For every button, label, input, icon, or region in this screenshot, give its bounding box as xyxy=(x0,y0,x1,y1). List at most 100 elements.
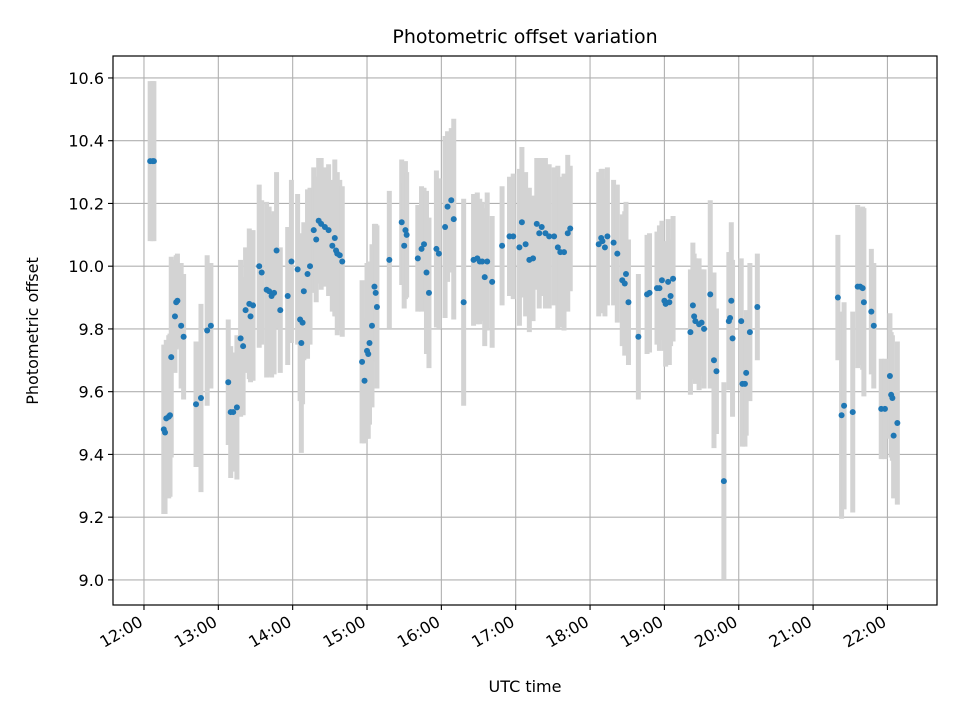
data-point xyxy=(720,478,727,485)
data-point xyxy=(204,327,211,334)
data-point xyxy=(310,227,317,234)
data-point xyxy=(859,285,866,292)
data-point xyxy=(150,158,157,165)
data-point xyxy=(365,351,372,358)
data-point xyxy=(331,234,338,241)
data-point xyxy=(336,252,343,259)
data-point xyxy=(691,313,698,320)
data-point xyxy=(889,394,896,401)
data-point xyxy=(746,329,753,336)
data-point xyxy=(247,313,254,320)
data-point xyxy=(667,292,674,299)
data-point xyxy=(614,250,621,257)
data-point xyxy=(435,250,442,257)
data-point xyxy=(421,241,428,248)
data-point xyxy=(622,271,629,278)
data-point xyxy=(230,409,237,416)
data-point xyxy=(233,404,240,411)
data-point xyxy=(266,288,273,295)
data-point xyxy=(256,263,263,270)
chart-title: Photometric offset variation xyxy=(392,26,657,48)
data-point xyxy=(834,294,841,301)
data-point xyxy=(442,223,449,230)
data-point xyxy=(701,325,708,332)
data-point xyxy=(444,203,451,210)
data-point xyxy=(743,369,750,376)
data-point xyxy=(398,219,405,226)
data-point xyxy=(368,322,375,329)
data-point xyxy=(890,432,897,439)
data-point xyxy=(178,322,185,329)
data-point xyxy=(713,368,720,375)
data-point xyxy=(258,269,265,276)
y-axis-label: Photometric offset xyxy=(23,257,42,405)
data-point xyxy=(838,412,845,419)
data-point xyxy=(402,227,409,234)
y-tick-label: 9.2 xyxy=(79,508,104,527)
y-tick-label: 9.4 xyxy=(79,445,104,464)
data-point xyxy=(166,412,173,419)
data-point xyxy=(448,197,455,204)
data-point xyxy=(687,329,694,336)
data-point xyxy=(307,263,314,270)
data-point xyxy=(225,379,232,386)
data-point xyxy=(373,303,380,310)
data-point xyxy=(610,239,617,246)
data-point xyxy=(868,308,875,315)
data-point xyxy=(371,283,378,290)
y-tick-label: 9.8 xyxy=(79,320,104,339)
y-tick-label: 10.2 xyxy=(68,194,104,213)
data-point xyxy=(666,299,673,306)
data-point xyxy=(670,275,677,282)
data-point xyxy=(414,255,421,262)
data-point xyxy=(313,236,320,243)
data-point xyxy=(171,313,178,320)
data-point xyxy=(162,429,169,436)
data-point xyxy=(489,278,496,285)
data-point xyxy=(665,278,672,285)
y-axis: 9.0 9.2 9.4 9.6 9.8 10.0 10.2 10.4 10.6 xyxy=(68,69,113,590)
data-point xyxy=(625,299,632,306)
data-points xyxy=(147,158,901,485)
data-point xyxy=(533,220,540,227)
data-point xyxy=(366,340,373,347)
data-point xyxy=(601,244,608,251)
data-point xyxy=(536,230,543,237)
data-point xyxy=(484,258,491,265)
plot-frame xyxy=(112,55,938,606)
data-point xyxy=(510,233,517,240)
data-point xyxy=(635,333,642,340)
data-point xyxy=(197,394,204,401)
data-point xyxy=(359,358,366,365)
data-point xyxy=(516,244,523,251)
data-point xyxy=(237,335,244,342)
data-point xyxy=(551,233,558,240)
data-point xyxy=(546,233,553,240)
data-point xyxy=(242,307,249,314)
data-point xyxy=(729,335,736,342)
data-point xyxy=(646,289,653,296)
data-point xyxy=(538,223,545,230)
data-point xyxy=(567,225,574,232)
data-point xyxy=(240,343,247,350)
data-point xyxy=(193,401,200,408)
data-point xyxy=(250,302,257,309)
data-point xyxy=(299,319,306,326)
y-tick-label: 9.0 xyxy=(79,571,104,590)
data-point xyxy=(298,340,305,347)
data-point xyxy=(180,333,187,340)
data-point xyxy=(754,303,761,310)
data-point xyxy=(741,380,748,387)
data-point xyxy=(894,420,901,427)
data-point xyxy=(288,258,295,265)
data-point xyxy=(710,357,717,364)
data-point xyxy=(460,299,467,306)
data-point xyxy=(361,377,368,384)
data-point xyxy=(174,297,181,304)
data-point xyxy=(423,269,430,276)
data-point xyxy=(479,258,486,265)
data-point xyxy=(604,233,611,240)
data-point xyxy=(273,247,280,254)
